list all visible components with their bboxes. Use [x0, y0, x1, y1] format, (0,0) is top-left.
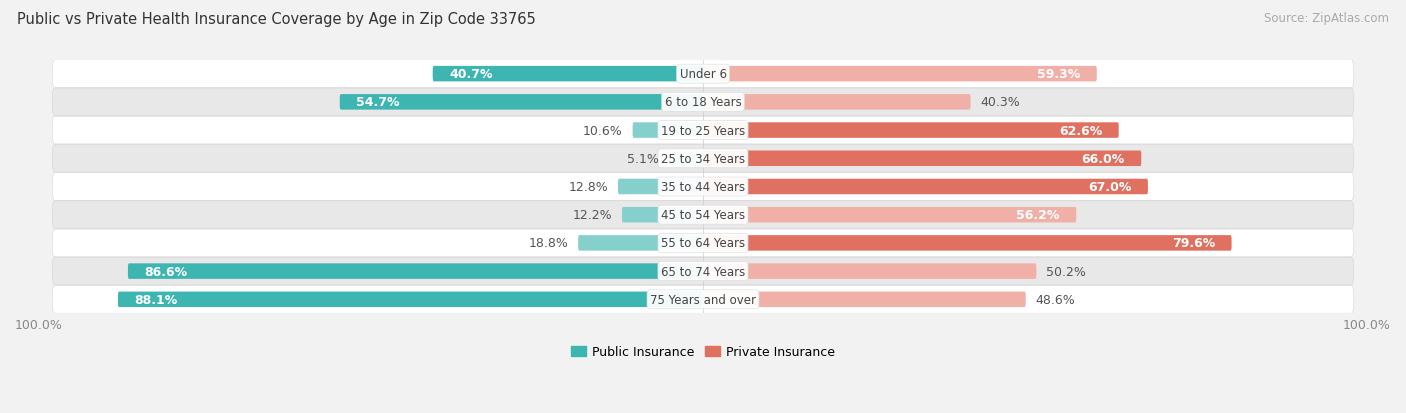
FancyBboxPatch shape	[703, 292, 1026, 307]
Text: 50.2%: 50.2%	[1046, 265, 1087, 278]
FancyBboxPatch shape	[52, 117, 1354, 145]
Text: 35 to 44 Years: 35 to 44 Years	[661, 180, 745, 194]
FancyBboxPatch shape	[433, 67, 703, 82]
FancyBboxPatch shape	[703, 123, 1119, 138]
Text: 56.2%: 56.2%	[1017, 209, 1060, 222]
FancyBboxPatch shape	[52, 230, 1354, 257]
FancyBboxPatch shape	[52, 61, 1354, 88]
Text: 55 to 64 Years: 55 to 64 Years	[661, 237, 745, 250]
Text: 48.6%: 48.6%	[1036, 293, 1076, 306]
FancyBboxPatch shape	[703, 67, 1097, 82]
Text: 62.6%: 62.6%	[1059, 124, 1102, 137]
Text: 67.0%: 67.0%	[1088, 180, 1132, 194]
FancyBboxPatch shape	[52, 258, 1354, 285]
FancyBboxPatch shape	[633, 123, 703, 138]
FancyBboxPatch shape	[619, 179, 703, 195]
Text: 59.3%: 59.3%	[1038, 68, 1080, 81]
FancyBboxPatch shape	[703, 207, 1076, 223]
Text: 12.8%: 12.8%	[568, 180, 607, 194]
Text: 10.6%: 10.6%	[583, 124, 623, 137]
Text: 6 to 18 Years: 6 to 18 Years	[665, 96, 741, 109]
FancyBboxPatch shape	[578, 235, 703, 251]
Text: 12.2%: 12.2%	[572, 209, 612, 222]
FancyBboxPatch shape	[118, 292, 703, 307]
FancyBboxPatch shape	[128, 264, 703, 279]
Text: Under 6: Under 6	[679, 68, 727, 81]
FancyBboxPatch shape	[52, 202, 1354, 229]
Text: Source: ZipAtlas.com: Source: ZipAtlas.com	[1264, 12, 1389, 25]
Text: 65 to 74 Years: 65 to 74 Years	[661, 265, 745, 278]
FancyBboxPatch shape	[621, 207, 703, 223]
Text: Public vs Private Health Insurance Coverage by Age in Zip Code 33765: Public vs Private Health Insurance Cover…	[17, 12, 536, 27]
FancyBboxPatch shape	[703, 151, 1142, 166]
FancyBboxPatch shape	[703, 235, 1232, 251]
Text: 79.6%: 79.6%	[1171, 237, 1215, 250]
FancyBboxPatch shape	[703, 179, 1147, 195]
Text: 88.1%: 88.1%	[135, 293, 177, 306]
FancyBboxPatch shape	[703, 95, 970, 110]
Text: 45 to 54 Years: 45 to 54 Years	[661, 209, 745, 222]
Text: 66.0%: 66.0%	[1081, 152, 1125, 165]
Text: 18.8%: 18.8%	[529, 237, 568, 250]
Text: 40.3%: 40.3%	[980, 96, 1021, 109]
Text: 75 Years and over: 75 Years and over	[650, 293, 756, 306]
FancyBboxPatch shape	[669, 151, 703, 166]
FancyBboxPatch shape	[340, 95, 703, 110]
Text: 19 to 25 Years: 19 to 25 Years	[661, 124, 745, 137]
FancyBboxPatch shape	[52, 145, 1354, 173]
Text: 86.6%: 86.6%	[145, 265, 187, 278]
Legend: Public Insurance, Private Insurance: Public Insurance, Private Insurance	[567, 340, 839, 363]
FancyBboxPatch shape	[52, 89, 1354, 116]
FancyBboxPatch shape	[52, 286, 1354, 313]
FancyBboxPatch shape	[703, 264, 1036, 279]
FancyBboxPatch shape	[52, 173, 1354, 201]
Text: 5.1%: 5.1%	[627, 152, 659, 165]
Text: 54.7%: 54.7%	[356, 96, 399, 109]
Text: 40.7%: 40.7%	[450, 68, 494, 81]
Text: 25 to 34 Years: 25 to 34 Years	[661, 152, 745, 165]
